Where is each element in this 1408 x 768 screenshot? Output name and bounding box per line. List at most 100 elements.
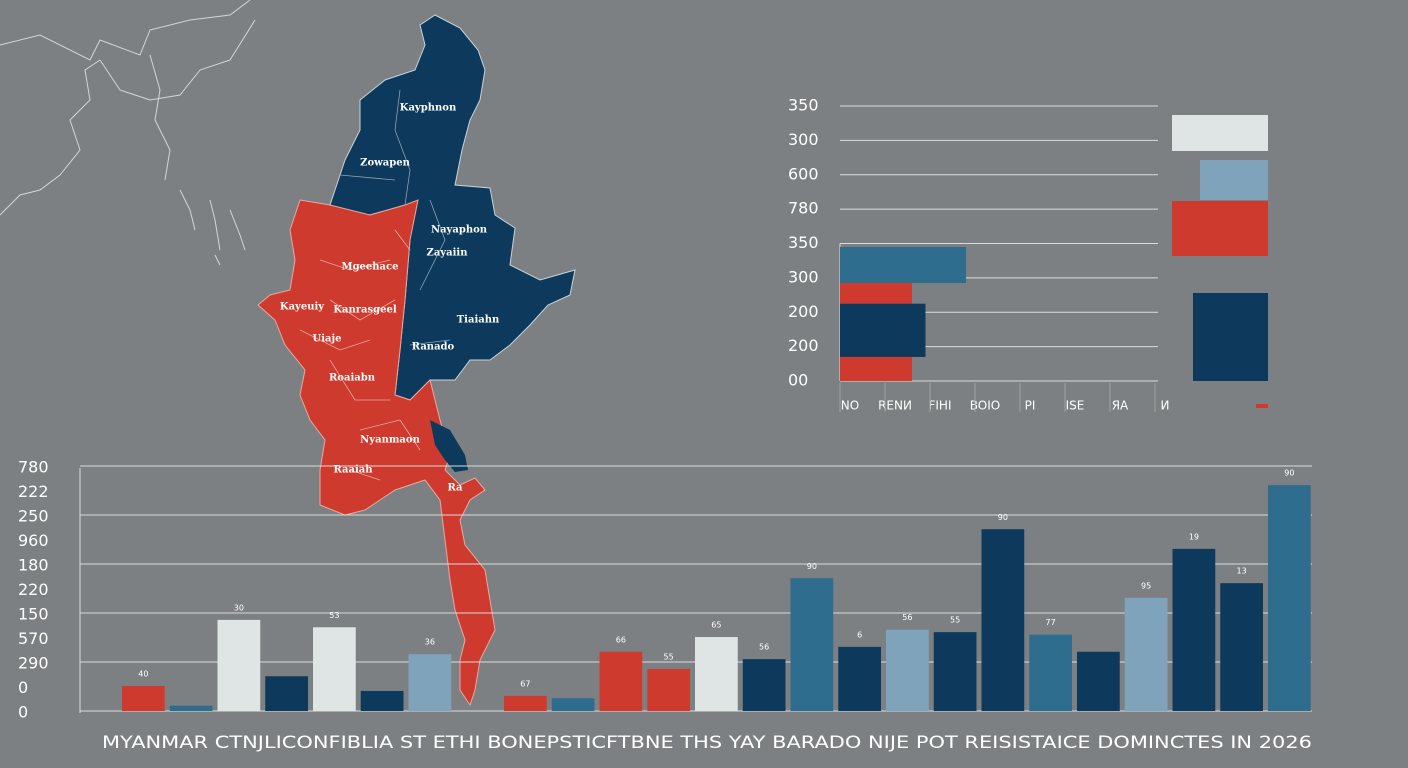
- legend-swatches: [1172, 115, 1268, 408]
- bar-label: 77: [1046, 618, 1056, 627]
- bar: [360, 690, 404, 711]
- bar-label: 67: [520, 679, 530, 688]
- bar: [1124, 597, 1168, 711]
- y-tick-label: 780: [788, 199, 819, 218]
- bar-label: 30: [234, 603, 244, 612]
- y-tick-label: 570: [18, 629, 49, 648]
- legend-swatch: [1172, 201, 1268, 256]
- y-tick-label: 200: [788, 302, 819, 321]
- map-label: Kanrasgeel: [333, 305, 397, 316]
- map-label: Tiaiahn: [457, 315, 500, 326]
- bar: [599, 651, 643, 711]
- region-north: [329, 14, 576, 401]
- bar: [408, 654, 452, 711]
- bar: [122, 686, 165, 711]
- map-labels: Kayphnon Zowapen Nayaphon Zayaiin Mgeehace Ka…: [280, 103, 500, 494]
- bar: [313, 627, 356, 711]
- x-tick-label: RENИ: [878, 399, 912, 413]
- map: [257, 14, 576, 707]
- bar: [838, 646, 881, 711]
- bar-label: 90: [1284, 469, 1294, 478]
- y-tick-label: 180: [18, 556, 49, 575]
- bar-label: 13: [1237, 567, 1247, 576]
- bar: [551, 698, 595, 711]
- y-tick-label: 300: [788, 267, 819, 286]
- map-label: Uiaje: [313, 334, 342, 345]
- bar-label: 56: [902, 613, 912, 622]
- map-label: Nyanmaon: [360, 435, 420, 446]
- bar: [504, 695, 547, 711]
- y-tick-label: 600: [788, 164, 819, 183]
- bar-label: 65: [711, 621, 721, 630]
- map-label: Zayaiin: [427, 248, 469, 259]
- bar: [217, 619, 261, 711]
- y-tick-label: 350: [788, 96, 819, 115]
- y-tick-label: 222: [18, 482, 49, 501]
- x-tick-label: ЯA: [1112, 399, 1129, 413]
- bar-label: 53: [329, 611, 339, 620]
- bar: [1172, 548, 1216, 711]
- bar: [742, 659, 786, 711]
- map-label: Roaiabn: [329, 373, 376, 384]
- bar: [169, 705, 213, 711]
- bar: [790, 578, 834, 711]
- bar-label: 90: [998, 513, 1008, 522]
- bar-label: 90: [807, 562, 817, 571]
- y-tick-label: 780: [18, 458, 49, 477]
- bar-label: 36: [425, 638, 435, 647]
- bar-label: 66: [616, 635, 626, 644]
- bar-label: 6: [857, 630, 862, 639]
- map-label: Zowapen: [360, 158, 410, 169]
- bar: [933, 632, 977, 711]
- bar: [981, 529, 1025, 711]
- y-tick-label: 0: [18, 703, 28, 722]
- bar: [265, 676, 308, 711]
- bar: [840, 283, 912, 304]
- x-tick-label: FIHI: [928, 399, 951, 413]
- map-label: Nayaphon: [431, 225, 488, 236]
- y-tick-label: 290: [18, 654, 49, 673]
- x-tick-label: И: [1161, 399, 1170, 413]
- bar: [1220, 583, 1263, 711]
- x-tick-label: ISE: [1066, 399, 1085, 413]
- borders-north: [339, 89, 451, 346]
- y-tick-label: 960: [18, 531, 49, 550]
- bar-label: 95: [1141, 581, 1151, 590]
- legend-swatch: [1193, 293, 1268, 381]
- bar-label: 19: [1189, 532, 1199, 541]
- y-tick-label: 300: [788, 130, 819, 149]
- map-label: Ranado: [412, 342, 455, 353]
- y-tick-label: 00: [788, 371, 808, 390]
- map-label: Raaiah: [333, 465, 373, 476]
- bar: [886, 629, 929, 711]
- x-tick-label: BOIO: [970, 399, 1000, 413]
- x-tick-label: PI: [1025, 399, 1036, 413]
- bar: [840, 356, 912, 381]
- bar: [840, 246, 966, 284]
- y-tick-label: 200: [788, 336, 819, 355]
- y-tick-label: 350: [788, 233, 819, 252]
- y-tick-label: 250: [18, 507, 49, 526]
- bar: [1268, 485, 1311, 711]
- bar: [840, 303, 926, 357]
- bar: [1077, 651, 1120, 711]
- bar: [695, 637, 738, 711]
- x-tick-label: NO: [841, 399, 859, 413]
- map-label: Ra: [447, 483, 463, 494]
- map-label: Mgeehace: [342, 262, 399, 273]
- bar: [647, 668, 690, 711]
- bar-label: 55: [664, 652, 674, 661]
- y-tick-label: 150: [18, 605, 49, 624]
- borders: [299, 229, 421, 481]
- legend-swatch: [1200, 160, 1268, 200]
- bar: [1029, 634, 1072, 711]
- map-label: Kayeuiy: [280, 302, 325, 313]
- bar-label: 56: [759, 643, 769, 652]
- bar-label: 40: [138, 670, 148, 679]
- legend-swatch: [1256, 404, 1268, 408]
- map-label: Kayphnon: [400, 103, 457, 114]
- chart-title: MYANMAR CTNJLICONFIBLIA ST ETHI BONEPSTI…: [102, 733, 1312, 753]
- y-tick-label: 220: [18, 580, 49, 599]
